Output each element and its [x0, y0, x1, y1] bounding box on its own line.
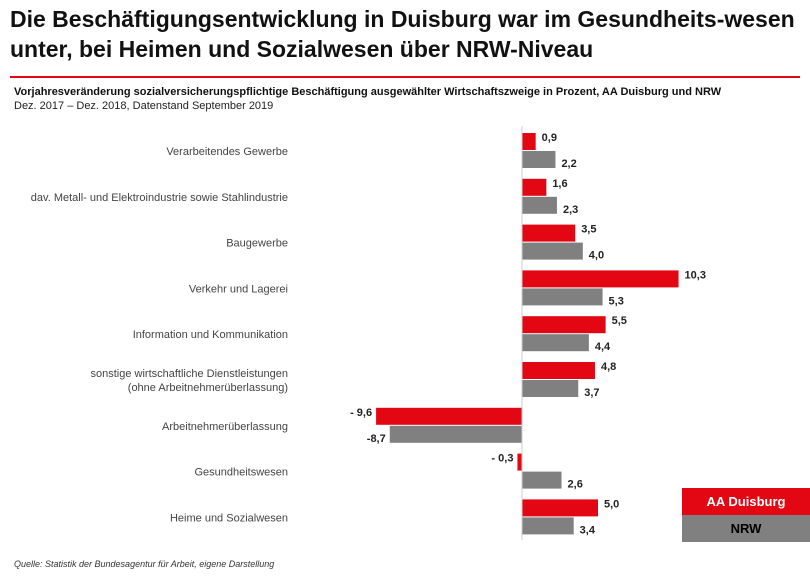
value-label-nrw: 3,7: [584, 387, 599, 399]
value-label-nrw: 5,3: [609, 295, 624, 307]
bar-duisburg: [522, 316, 606, 334]
page-title: Die Beschäftigungsentwicklung in Duisbur…: [10, 6, 795, 62]
value-label-nrw: 2,3: [563, 204, 578, 216]
category-label: Verarbeitendes Gewerbe: [166, 146, 288, 158]
source-note: Quelle: Statistik der Bundesagentur für …: [14, 559, 275, 569]
category-label: Baugewerbe: [226, 238, 288, 250]
category-label: Arbeitnehmerüberlassung: [162, 421, 288, 433]
title-divider: [10, 76, 800, 78]
category-label: Verkehr und Lagerei: [189, 283, 288, 295]
value-label-nrw: 3,4: [580, 524, 596, 536]
category-label: Gesundheitswesen: [194, 467, 288, 479]
category-label: (ohne Arbeitnehmerüberlassung): [128, 382, 288, 394]
bar-nrw: [522, 334, 589, 352]
category-label: Heime und Sozialwesen: [170, 512, 288, 524]
value-label-duisburg: 5,0: [604, 498, 619, 510]
value-label-duisburg: 0,9: [542, 132, 557, 144]
bar-nrw: [522, 151, 556, 168]
bar-chart: Verarbeitendes Gewerbe 0,9 2,2 dav. Metall-…: [31, 126, 706, 540]
bar-duisburg: [517, 453, 522, 471]
value-label-duisburg: 10,3: [685, 269, 706, 281]
value-label-duisburg: 5,5: [612, 315, 627, 327]
bar-duisburg: [522, 178, 547, 196]
chart-period: Dez. 2017 – Dez. 2018, Datenstand Septem…: [14, 100, 274, 112]
category-label: Information und Kommunikation: [133, 329, 288, 341]
bar-nrw: [522, 517, 574, 535]
bar-duisburg: [376, 407, 522, 425]
value-label-nrw: -8,7: [367, 433, 386, 445]
value-label-duisburg: 1,6: [552, 178, 567, 190]
value-label-nrw: 2,2: [561, 158, 576, 170]
bar-duisburg: [522, 499, 598, 517]
value-label-nrw: 2,6: [568, 479, 583, 491]
bar-duisburg: [522, 270, 679, 288]
bar-nrw: [522, 471, 562, 489]
legend-nrw: NRW: [682, 515, 810, 542]
bar-duisburg: [522, 133, 536, 150]
category-label: dav. Metall- und Elektroindustrie sowie …: [31, 192, 288, 204]
bar-nrw: [389, 425, 522, 443]
bar-duisburg: [522, 362, 595, 379]
value-label-duisburg: - 9,6: [350, 407, 372, 419]
value-label-duisburg: 3,5: [581, 224, 596, 236]
value-label-nrw: 4,0: [589, 250, 604, 262]
value-label-duisburg: 4,8: [601, 361, 616, 373]
bar-nrw: [522, 380, 579, 397]
bar-duisburg: [522, 224, 576, 242]
bar-nrw: [522, 242, 583, 260]
legend-duisburg: AA Duisburg: [682, 488, 810, 515]
category-label: sonstige wirtschaftliche Dienstleistunge…: [91, 368, 289, 380]
bar-nrw: [522, 196, 557, 214]
bar-nrw: [522, 288, 603, 306]
value-label-nrw: 4,4: [595, 341, 611, 353]
chart-subtitle: Vorjahresveränderung sozialversicherungs…: [14, 86, 722, 98]
value-label-duisburg: - 0,3: [491, 453, 513, 465]
